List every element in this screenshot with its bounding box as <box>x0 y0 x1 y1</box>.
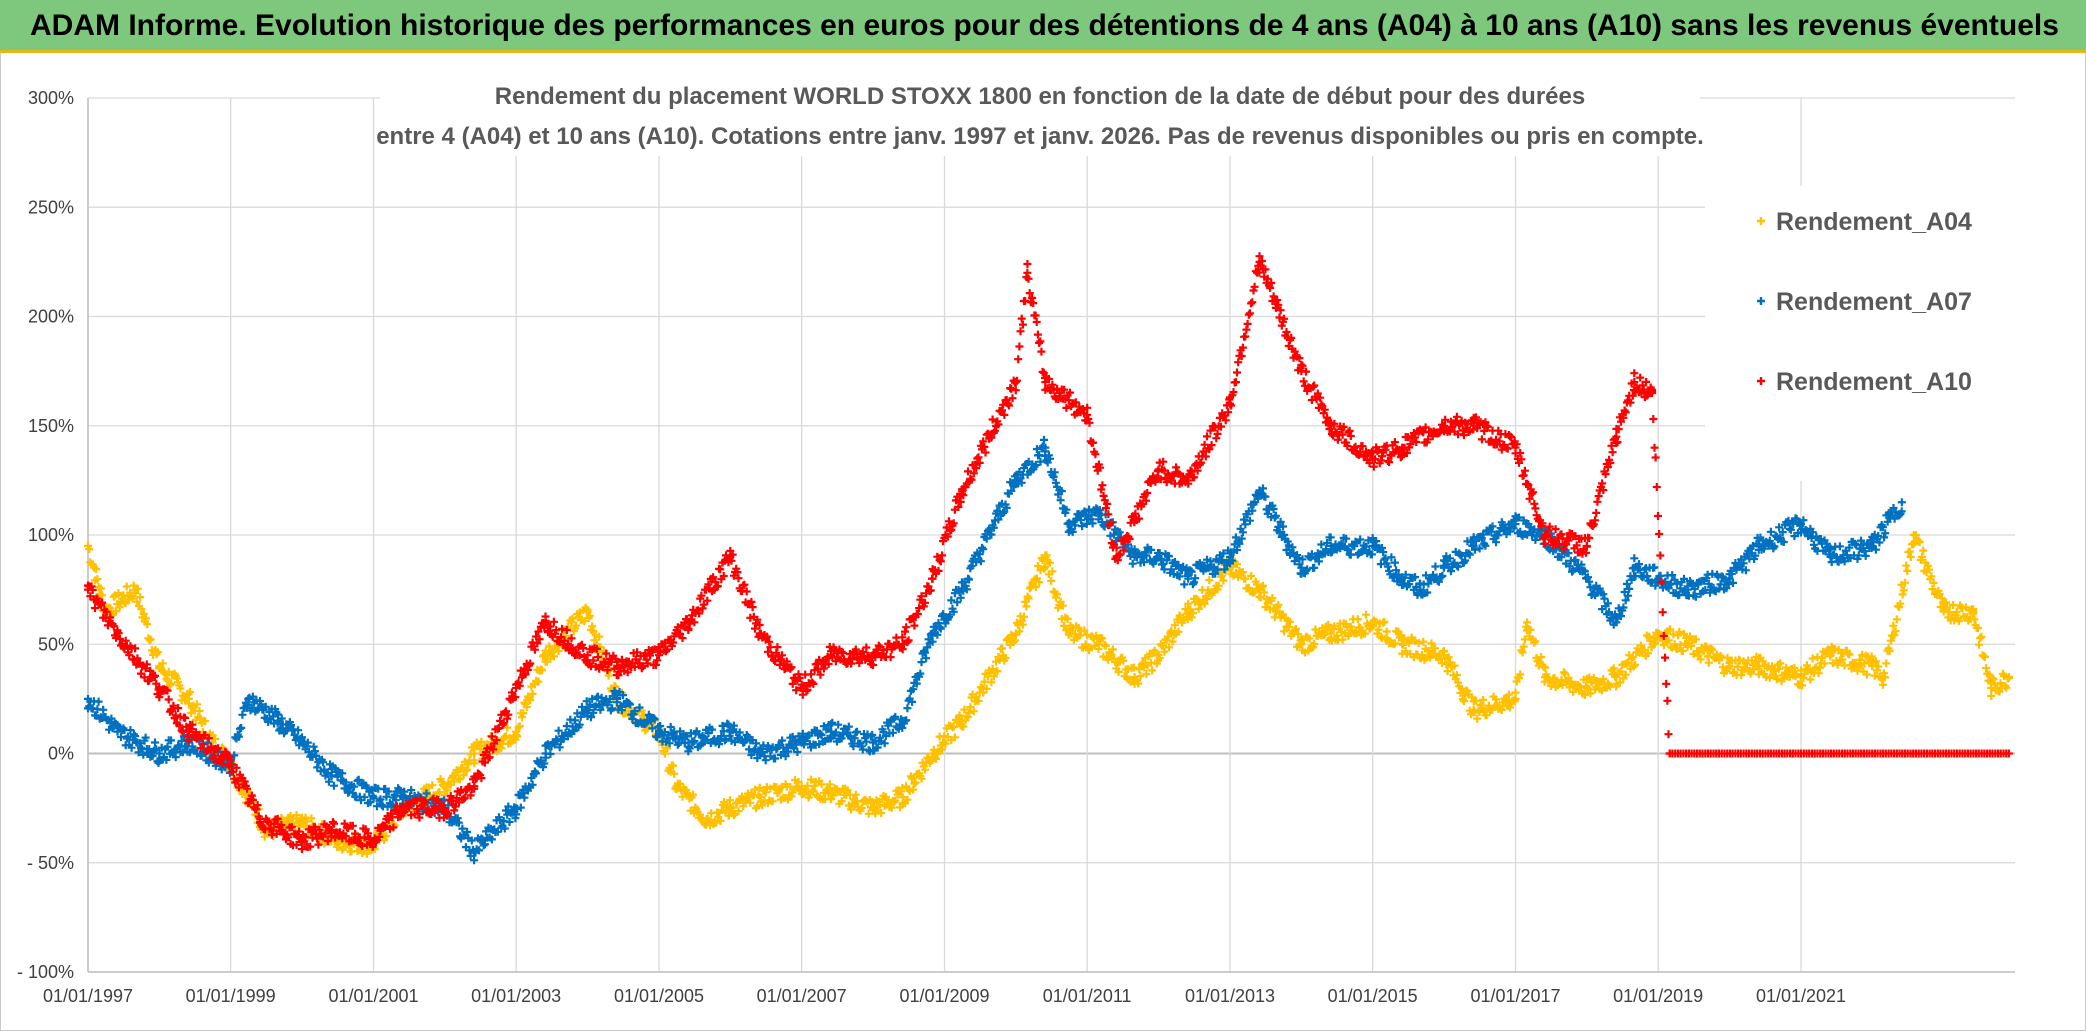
series-markers <box>84 435 1906 865</box>
legend-marker <box>1757 217 1765 225</box>
x-tick-label: 01/01/2011 <box>1043 986 1132 1006</box>
series-markers <box>84 531 2013 858</box>
chart-title-line-1: Rendement du placement WORLD STOXX 1800 … <box>495 83 1585 110</box>
x-tick-label: 01/01/2021 <box>1756 986 1846 1006</box>
y-axis: 300% 250% 200% 150% 100% 50% 0% - 50% - 100% <box>17 88 74 982</box>
x-tick-label: 01/01/2001 <box>328 986 418 1006</box>
chart-title-line-2: entre 4 (A04) et 10 ans (A10). Cotations… <box>376 123 1704 150</box>
chart-title-box <box>380 56 1700 156</box>
legend-label: Rendement_A10 <box>1776 368 1972 396</box>
y-tick-label: 150% <box>28 416 74 436</box>
x-tick-label: 01/01/2019 <box>1613 986 1703 1006</box>
legend-box <box>1705 186 2020 481</box>
y-tick-label: 200% <box>28 307 74 327</box>
y-tick-label: 50% <box>38 634 74 654</box>
scatter-chart: 300% 250% 200% 150% 100% 50% 0% - 50% - 100% 01/… <box>17 56 2020 1006</box>
x-tick-label: 01/01/2007 <box>757 986 847 1006</box>
x-tick-label: 01/01/2009 <box>899 986 989 1006</box>
report-banner: ADAM Informe. Evolution historique des p… <box>0 0 2086 53</box>
x-tick-label: 01/01/1999 <box>186 986 276 1006</box>
x-tick-label: 01/01/2015 <box>1328 986 1418 1006</box>
y-tick-label: - 100% <box>17 962 74 982</box>
y-tick-label: 250% <box>28 197 74 217</box>
x-tick-label: 01/01/2017 <box>1470 986 1560 1006</box>
x-tick-label: 01/01/2005 <box>614 986 704 1006</box>
legend-marker <box>1757 377 1765 385</box>
series-Rendement_A04 <box>84 531 2013 858</box>
x-tick-label: 01/01/1997 <box>43 986 133 1006</box>
legend-label: Rendement_A07 <box>1776 288 1972 316</box>
y-tick-label: 0% <box>48 744 74 764</box>
data-point <box>155 749 164 758</box>
x-axis: 01/01/1997 01/01/1999 01/01/2001 01/01/2003… <box>43 986 1846 1006</box>
series-markers <box>84 252 2011 854</box>
y-tick-label: 300% <box>28 88 74 108</box>
chart-legend: Rendement_A04 Rendement_A07 Rendement_A10 <box>1705 186 2020 481</box>
data-point <box>1897 498 1906 507</box>
y-tick-label: - 50% <box>27 853 74 873</box>
series-Rendement_A07 <box>84 435 1906 865</box>
legend-label: Rendement_A04 <box>1776 208 1972 236</box>
y-tick-label: 100% <box>28 525 74 545</box>
x-tick-label: 01/01/2003 <box>471 986 561 1006</box>
series-Rendement_A10 <box>84 252 2013 854</box>
report-title: ADAM Informe. Evolution historique des p… <box>30 9 2059 42</box>
legend-marker <box>1757 297 1765 305</box>
chart-marks <box>84 252 2013 865</box>
x-tick-label: 01/01/2013 <box>1185 986 1275 1006</box>
